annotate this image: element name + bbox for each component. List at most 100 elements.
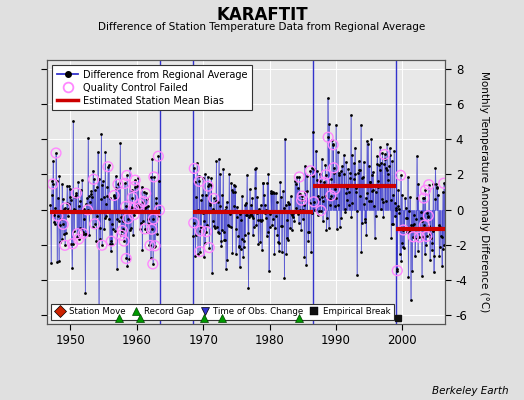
Point — [243, 172, 251, 178]
Point — [350, 176, 358, 182]
Point — [232, 251, 240, 258]
Point — [282, 251, 290, 258]
Point — [263, 233, 271, 239]
Point — [370, 234, 379, 241]
Point — [59, 196, 67, 202]
Point — [288, 227, 296, 233]
Point — [204, 183, 212, 189]
Point — [376, 206, 385, 212]
Point — [219, 226, 227, 233]
Point — [59, 221, 68, 228]
Point — [375, 162, 383, 169]
Point — [83, 207, 92, 213]
Point — [260, 192, 268, 198]
Point — [92, 238, 101, 244]
Point — [434, 222, 443, 229]
Point — [358, 174, 366, 181]
Point — [291, 178, 299, 184]
Point — [281, 136, 289, 142]
Point — [129, 205, 138, 212]
Point — [199, 210, 207, 216]
Point — [313, 168, 321, 174]
Point — [114, 181, 122, 188]
Point — [54, 258, 63, 264]
Point — [252, 164, 260, 171]
Point — [380, 160, 388, 167]
Point — [195, 178, 203, 185]
Point — [209, 206, 217, 212]
Point — [412, 153, 421, 159]
Point — [345, 202, 353, 208]
Point — [196, 228, 204, 234]
Point — [254, 241, 263, 247]
Point — [276, 178, 284, 185]
Point — [66, 194, 74, 200]
Point — [202, 228, 211, 235]
Point — [413, 248, 422, 254]
Point — [251, 166, 259, 172]
Point — [85, 232, 93, 238]
Point — [356, 193, 364, 200]
Point — [322, 172, 330, 178]
Point — [257, 218, 265, 224]
Point — [400, 225, 409, 231]
Point — [388, 158, 396, 164]
Point — [395, 206, 403, 212]
Point — [292, 174, 301, 180]
Point — [330, 165, 338, 171]
Point — [241, 202, 249, 208]
Point — [282, 216, 291, 223]
Point — [352, 189, 360, 195]
Point — [252, 222, 260, 228]
Point — [149, 261, 157, 267]
Point — [80, 206, 89, 212]
Point — [154, 153, 162, 160]
Point — [206, 182, 215, 188]
Point — [96, 196, 105, 203]
Point — [130, 212, 138, 218]
Point — [132, 208, 140, 215]
Point — [63, 182, 71, 189]
Point — [324, 225, 333, 231]
Point — [218, 192, 226, 198]
Point — [135, 205, 143, 212]
Point — [127, 187, 136, 194]
Point — [398, 240, 407, 246]
Point — [437, 233, 445, 239]
Point — [238, 236, 247, 242]
Point — [219, 165, 227, 172]
Point — [346, 170, 354, 176]
Point — [69, 240, 77, 247]
Point — [129, 232, 137, 238]
Point — [93, 184, 101, 190]
Point — [418, 218, 427, 224]
Point — [62, 230, 70, 236]
Point — [194, 172, 203, 179]
Point — [351, 145, 359, 151]
Point — [342, 190, 351, 196]
Point — [61, 205, 70, 211]
Point — [348, 152, 356, 158]
Point — [95, 175, 103, 182]
Point — [403, 214, 411, 221]
Point — [342, 158, 350, 165]
Point — [318, 156, 326, 162]
Point — [395, 209, 403, 216]
Point — [379, 199, 387, 206]
Point — [126, 227, 134, 234]
Point — [114, 181, 122, 188]
Point — [90, 176, 98, 182]
Point — [215, 230, 223, 236]
Point — [384, 171, 392, 178]
Point — [353, 271, 361, 278]
Point — [118, 227, 127, 234]
Point — [249, 214, 258, 221]
Point — [399, 227, 408, 233]
Point — [79, 228, 87, 235]
Point — [390, 213, 399, 220]
Point — [244, 284, 253, 291]
Point — [135, 201, 144, 208]
Point — [88, 194, 96, 200]
Point — [326, 192, 335, 199]
Point — [279, 188, 287, 194]
